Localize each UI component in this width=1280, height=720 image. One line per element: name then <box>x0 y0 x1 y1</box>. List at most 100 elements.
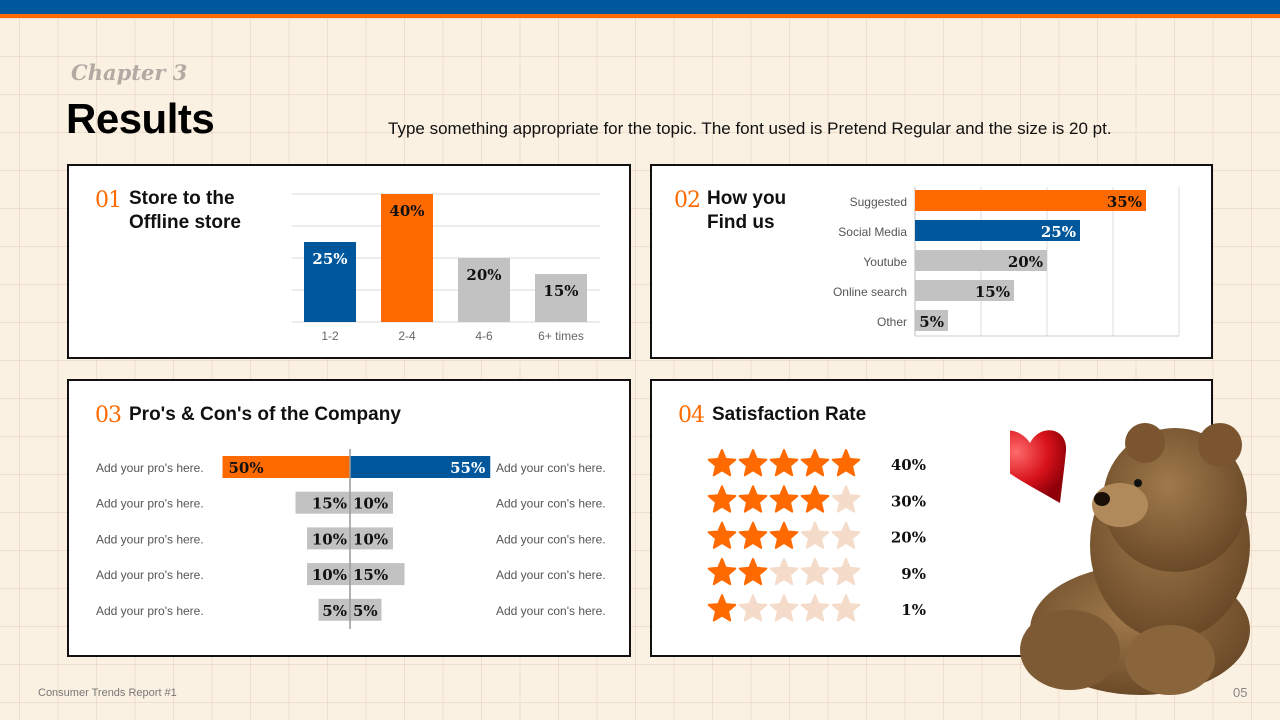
pro-value-label: 15% <box>312 495 347 513</box>
x-tick-label: 1-2 <box>321 329 339 343</box>
bar-value-label: 15% <box>543 282 578 300</box>
bar-value-label: 15% <box>975 283 1010 301</box>
pro-value-label: 50% <box>229 459 264 477</box>
panel-title: Satisfaction Rate <box>712 404 867 425</box>
rating-percent: 20% <box>891 529 926 547</box>
star-empty-icon <box>831 521 861 549</box>
panel-title-line: How you <box>707 188 787 209</box>
con-label: Add your con's here. <box>496 604 606 618</box>
star-empty-icon <box>831 594 861 622</box>
star-rating-chart: 40% 30% 20% 9% 1% <box>707 449 926 622</box>
bar-value-label: 35% <box>1107 193 1142 211</box>
star-filled-icon <box>738 485 768 513</box>
panel-number: 04 <box>678 403 705 428</box>
rating-percent: 1% <box>901 601 926 619</box>
star-filled-icon <box>707 557 737 586</box>
star-filled-icon <box>707 449 737 477</box>
y-tick-label: Youtube <box>863 255 907 269</box>
star-filled-icon <box>769 485 799 513</box>
star-empty-icon <box>769 594 799 622</box>
star-filled-icon <box>738 521 768 549</box>
y-tick-label: Suggested <box>850 195 907 209</box>
panel-title: How you Find us <box>707 187 786 235</box>
star-filled-icon <box>707 521 737 549</box>
page-subtitle: Type something appropriate for the topic… <box>388 119 1112 138</box>
con-bar <box>350 598 382 621</box>
pro-label: Add your pro's here. <box>96 604 204 618</box>
pro-bar <box>295 491 350 514</box>
x-tick-label: 2-4 <box>398 329 416 343</box>
star-filled-icon <box>707 485 737 513</box>
page-title: Results <box>66 95 215 142</box>
bar <box>381 194 433 322</box>
star-empty-icon <box>800 594 830 622</box>
panel-number: 02 <box>674 188 701 213</box>
con-label: Add your con's here. <box>496 497 606 511</box>
star-empty-icon <box>831 485 861 513</box>
con-label: Add your con's here. <box>496 568 606 582</box>
con-bar <box>350 563 405 586</box>
con-value-label: 10% <box>353 495 388 513</box>
bar <box>304 242 356 322</box>
bar-value-label: 5% <box>919 313 944 331</box>
star-filled-icon <box>800 449 830 477</box>
con-bar <box>350 527 393 550</box>
rating-percent: 9% <box>901 565 926 583</box>
bar-value-label: 20% <box>466 266 501 284</box>
panel-title: Pro's & Con's of the Company <box>129 404 401 425</box>
footer-report-name: Consumer Trends Report #1 <box>38 687 177 699</box>
con-value-label: 10% <box>353 530 388 548</box>
vertical-bar-chart: 25% 1-2 40% 2-4 20% 4-6 15% 6+ times <box>292 193 600 343</box>
y-tick-label: Online search <box>833 285 907 299</box>
panel-title-line: Store to the <box>129 188 235 209</box>
star-empty-icon <box>831 557 861 586</box>
pro-value-label: 10% <box>312 530 347 548</box>
chapter-label: Chapter 3 <box>71 60 188 85</box>
x-tick-label: 6+ times <box>538 329 584 343</box>
bar <box>915 220 1080 241</box>
top-accent-line <box>0 14 1280 18</box>
star-empty-icon <box>738 594 768 622</box>
panel-title-line: Find us <box>707 212 775 233</box>
y-tick-label: Other <box>877 315 907 329</box>
bar <box>458 258 510 322</box>
pro-label: Add your pro's here. <box>96 497 204 511</box>
star-filled-icon <box>738 557 768 586</box>
bar <box>915 280 1014 301</box>
con-bar <box>350 456 491 478</box>
bar <box>535 274 587 322</box>
bar-value-label: 20% <box>1008 253 1043 271</box>
top-bar <box>0 0 1280 14</box>
star-filled-icon <box>738 449 768 477</box>
star-filled-icon <box>769 449 799 477</box>
panel-number: 01 <box>95 188 122 213</box>
teddy-bear-illustration <box>1010 423 1250 695</box>
bar <box>915 190 1146 211</box>
pro-bar <box>222 456 350 478</box>
con-bar <box>350 491 393 514</box>
diverging-bar-chart: 50% 55% Add your pro's here. Add your con's… <box>96 449 606 629</box>
con-label: Add your con's here. <box>496 532 606 546</box>
rating-percent: 40% <box>891 456 926 474</box>
pro-value-label: 10% <box>312 566 347 584</box>
pro-value-label: 5% <box>322 602 347 620</box>
star-filled-icon <box>831 449 861 477</box>
bar-value-label: 25% <box>1041 223 1076 241</box>
x-tick-label: 4-6 <box>475 329 493 343</box>
star-empty-icon <box>800 557 830 586</box>
pro-bar <box>307 563 350 586</box>
star-filled-icon <box>769 521 799 549</box>
panel-pros-cons: 03 Pro's & Con's of the Company 50% 55% Ad… <box>67 379 631 657</box>
con-value-label: 5% <box>353 602 378 620</box>
pro-label: Add your pro's here. <box>96 461 204 475</box>
panel-title-line: Offline store <box>129 212 241 233</box>
pro-label: Add your pro's here. <box>96 532 204 546</box>
horizontal-bar-chart: 35% Suggested 25% Social Media 20% Youtube 15%… <box>833 187 1180 337</box>
bar <box>915 310 948 331</box>
con-value-label: 55% <box>450 459 485 477</box>
pro-label: Add your pro's here. <box>96 568 204 582</box>
con-value-label: 15% <box>353 566 388 584</box>
bar-value-label: 40% <box>389 202 424 220</box>
panel-number: 03 <box>95 403 122 428</box>
star-empty-icon <box>800 521 830 549</box>
